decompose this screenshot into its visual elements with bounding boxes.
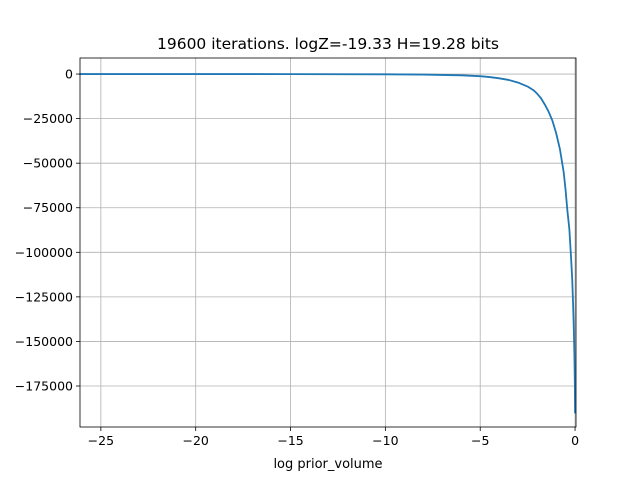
x-axis-label: log prior_volume [273, 457, 382, 472]
chart-title: 19600 iterations. logZ=-19.33 H=19.28 bi… [157, 35, 499, 53]
x-tick-label: 0 [571, 433, 579, 448]
y-tick-label: −150000 [15, 334, 73, 349]
y-tick-label: −100000 [15, 245, 73, 260]
x-tick-label: −20 [183, 433, 209, 448]
grid-layer [80, 58, 576, 427]
y-tick-label: −175000 [15, 379, 73, 394]
y-tick-label: −75000 [23, 200, 73, 215]
x-tick-label: −15 [277, 433, 303, 448]
y-tick-label: −125000 [15, 289, 73, 304]
y-tick-label: −25000 [23, 111, 73, 126]
plot-frame [79, 57, 577, 428]
x-tick-label: −10 [372, 433, 398, 448]
series-layer [79, 73, 576, 414]
tick-layer: −25 −20 −15 −10 −5 0 0 −25000 −50000 −75000 −10000… [15, 67, 579, 448]
y-tick-label: 0 [65, 67, 73, 82]
y-tick-label: −50000 [23, 156, 73, 171]
x-tick-label: −25 [88, 433, 114, 448]
series-line [79, 73, 576, 414]
x-tick-label: −5 [471, 433, 489, 448]
